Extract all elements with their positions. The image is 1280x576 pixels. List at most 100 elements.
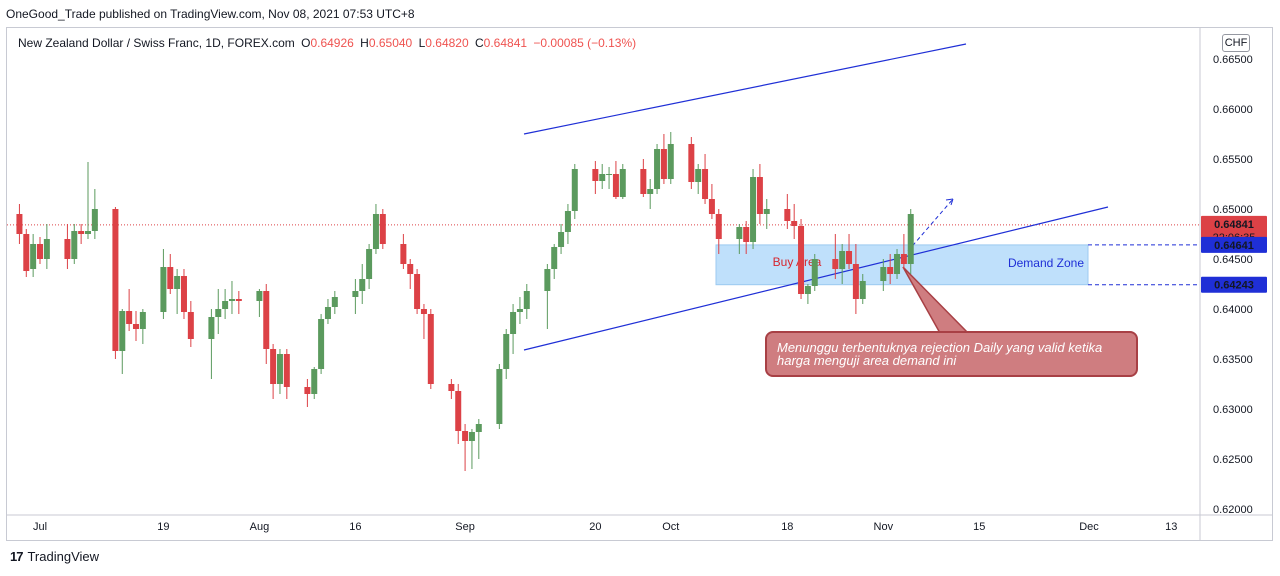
candle-body [30,244,37,269]
chart-frame[interactable] [6,27,1273,541]
candle-up [318,314,325,374]
candle-down [852,244,859,314]
candle-down [78,224,85,244]
candle-down [743,221,750,254]
candle-body [558,232,565,247]
price-tick-label: 0.66000 [1213,104,1253,116]
candle-down [407,259,414,289]
time-tick-label: Oct [662,521,679,533]
open-label: O [301,36,311,50]
projection-arrow-head [945,198,954,206]
candle-body [571,169,578,211]
candle-body [462,431,469,441]
candle-up [736,224,743,254]
candle-body [736,227,743,239]
candle-body [887,267,894,274]
time-tick-label: 13 [1165,521,1177,533]
candle-up [30,234,37,277]
candle-down [283,349,290,399]
candle-body [846,251,853,264]
candle-body [475,424,482,432]
candle-down [791,204,798,239]
candle-body [852,264,859,299]
candle-up [763,199,770,229]
candle-body [160,267,167,312]
candle-up [324,299,331,324]
candle-body [551,247,558,269]
time-tick-label: Sep [455,521,475,533]
price-tick-label: 0.65500 [1213,154,1253,166]
time-tick-label: Aug [250,521,270,533]
close-value: 0.64841 [483,36,528,50]
candle-down [379,209,386,249]
tradingview-footer[interactable]: 17 TradingView [10,549,99,564]
candle-down [126,289,133,331]
candle-body [640,169,647,194]
candle-body [667,144,674,179]
price-tick-label: 0.62000 [1213,504,1253,516]
candle-down [798,219,805,299]
candle-up [695,164,702,194]
candle-up [174,269,181,314]
projection-arrow-line [907,198,954,252]
candle-body [256,291,263,301]
candle-body [139,312,146,329]
candle-body [215,309,222,317]
candle-body [647,189,654,194]
candle-body [592,169,599,181]
candle-body [743,227,750,242]
candle-down [304,379,311,407]
time-tick-label: 20 [589,521,601,533]
candle-body [372,214,379,249]
candle-down [16,204,23,244]
candle-up [256,289,263,317]
candle-down [132,311,139,341]
candle-up [654,144,661,194]
candle-body [400,244,407,264]
candle-body [612,174,619,197]
candle-up [208,309,215,379]
candle-body [304,387,311,394]
candle-up [839,244,846,284]
candle-down [455,384,462,444]
candle-up [811,254,818,291]
candle-body [174,276,181,289]
candle-down [180,269,187,319]
time-tick-label: 15 [973,521,985,533]
open-value: 0.64926 [310,36,354,50]
candle-body [420,309,427,314]
candle-body [654,149,661,189]
price-tick-label: 0.65000 [1213,204,1253,216]
candle-down [23,229,30,277]
annotation-callout[interactable]: Menunggu terbentuknya rejection Daily ya… [765,331,1138,377]
candle-body [112,209,119,351]
candle-body [91,209,98,231]
candle-down [660,134,667,184]
time-tick-label: Dec [1079,521,1099,533]
candle-body [496,369,503,424]
candle-up [139,309,146,344]
candle-body [132,324,139,329]
candle-up [516,297,523,324]
candle-up [276,349,283,394]
price-tick-label: 0.63500 [1213,354,1253,366]
candle-up [91,189,98,239]
candle-body [84,231,91,234]
low-value: 0.64820 [425,36,469,50]
candle-body [660,149,667,179]
candle-down [235,291,242,314]
time-tick-label: 19 [157,521,169,533]
candle-body [702,169,709,199]
currency-button[interactable]: CHF [1222,34,1250,52]
candle-body [208,317,215,339]
candle-body [763,209,770,214]
candle-body [359,279,366,291]
candle-down [187,301,194,347]
candle-body [900,254,907,264]
candle-up [907,209,914,274]
candle-body [455,391,462,431]
zone-top-price-badge [1201,236,1267,253]
candle-body [695,169,702,182]
